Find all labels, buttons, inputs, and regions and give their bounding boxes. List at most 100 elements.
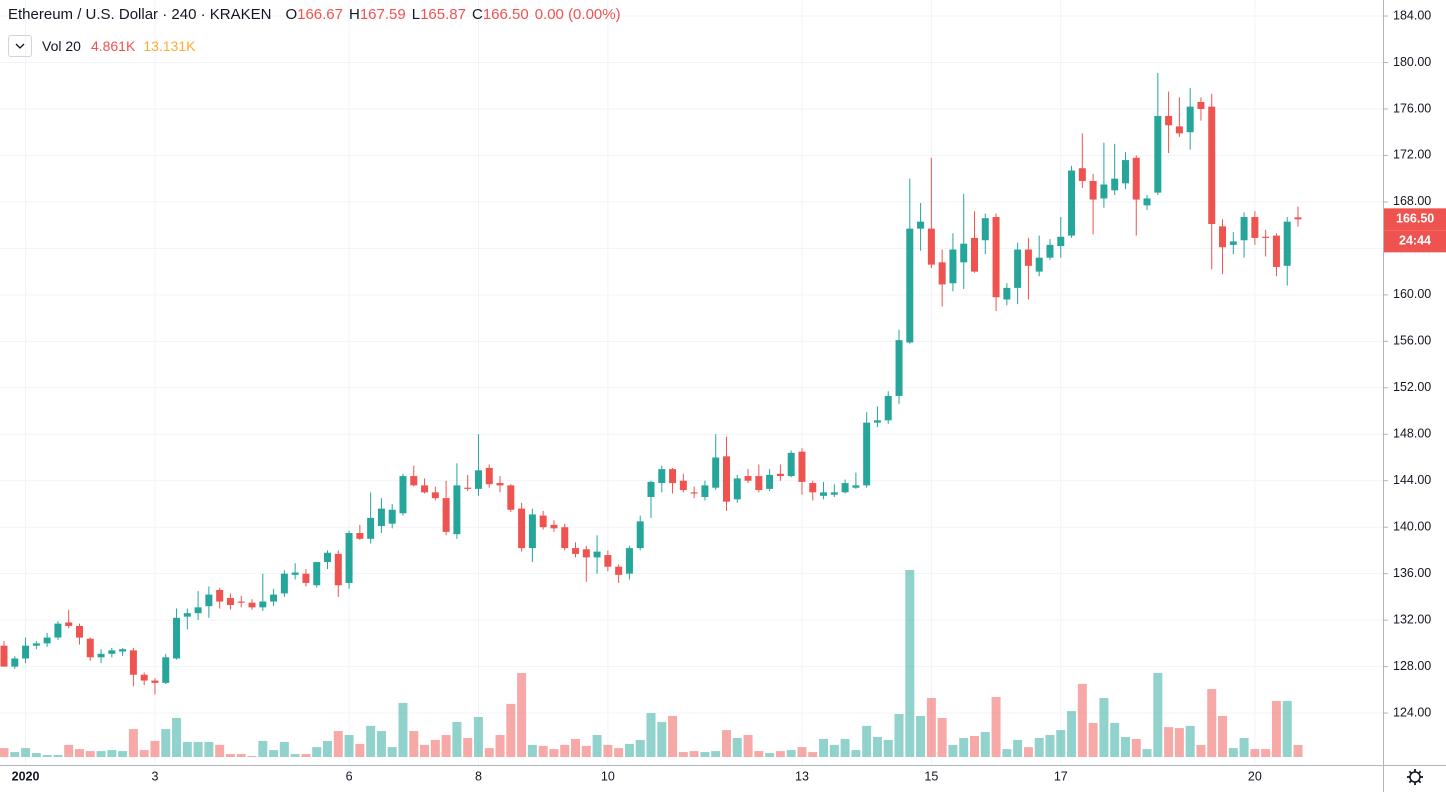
volume-bar [1088, 722, 1098, 757]
y-tick-label: 136.00 [1393, 566, 1431, 580]
volume-bar [484, 748, 494, 757]
volume-bar [1142, 749, 1152, 757]
y-tick-label: 168.00 [1393, 194, 1431, 208]
volume-bar [74, 749, 84, 757]
candle-body [248, 602, 256, 608]
candle-body [766, 474, 774, 489]
volume-bar [1034, 737, 1044, 757]
candle-body [302, 573, 310, 583]
candle-body [474, 470, 482, 489]
volume-bar [678, 752, 688, 757]
candle-body [884, 395, 892, 421]
candle-body [830, 492, 838, 495]
y-tick-label: 152.00 [1393, 380, 1431, 394]
candle-body [1014, 249, 1022, 288]
candle-body [1057, 236, 1065, 247]
ohlc-key: L [411, 6, 421, 23]
volume-bar [926, 697, 936, 757]
y-tick-label: 156.00 [1393, 334, 1431, 348]
countdown-tag [1384, 230, 1446, 253]
volume-bar [937, 717, 947, 757]
candle-body [1186, 106, 1194, 133]
ohlc-value: 166.50 [482, 6, 529, 23]
candle-body [561, 527, 569, 549]
volume-bar [1271, 700, 1281, 757]
volume-bar [1120, 736, 1130, 757]
volume-bar [560, 744, 570, 757]
y-tick-label: 184.00 [1393, 8, 1431, 22]
volume-bar [732, 737, 742, 757]
candle-body [313, 562, 321, 586]
candle-body [237, 601, 245, 603]
volume-bar [1045, 735, 1055, 757]
volume-bar [344, 735, 354, 757]
volume-bar [711, 751, 721, 757]
volume-bar [42, 755, 52, 757]
candle-body [1283, 221, 1291, 266]
volume-bar [1239, 737, 1249, 757]
volume-bar [10, 752, 20, 757]
ohlc-value: 167.59 [359, 6, 406, 23]
candle-body [539, 515, 547, 528]
candle-body [324, 552, 331, 563]
y-tick-label: 124.00 [1393, 705, 1431, 719]
candle-body [140, 674, 148, 681]
volume-bar [301, 754, 311, 757]
volume-bar [1013, 739, 1023, 757]
candle-body [356, 533, 364, 539]
volume-bar [624, 743, 634, 757]
volume-bar [21, 748, 31, 757]
change: 0.00 (0.00%) [534, 6, 621, 23]
volume-bar [1218, 715, 1228, 757]
volume-bar [1282, 700, 1292, 757]
candle-body [75, 625, 83, 638]
gear-tooth [1417, 770, 1422, 775]
candle-body [960, 243, 968, 263]
candle-body [992, 217, 1000, 298]
volume-bar [366, 725, 376, 757]
candle-body [216, 589, 224, 602]
candle-body [971, 237, 978, 272]
candle-body [1068, 170, 1076, 236]
x-tick-label: 13 [795, 769, 809, 783]
settings-button[interactable] [1407, 769, 1423, 785]
candle-body [820, 492, 828, 496]
candle-body [108, 650, 116, 654]
volume-bar [668, 715, 678, 757]
candle-body [205, 594, 213, 607]
gear-ring [1409, 771, 1421, 783]
collapse-button[interactable] [8, 35, 32, 57]
volume-bar [204, 741, 214, 757]
volume-ma: 13.131K [143, 38, 196, 54]
volume-bar [883, 739, 893, 757]
volume-bar [463, 737, 473, 757]
candle-body [270, 594, 278, 602]
y-tick-label: 140.00 [1393, 519, 1431, 533]
candle-body [873, 420, 881, 423]
candle-body [744, 476, 752, 481]
volume-bar [948, 744, 958, 757]
volume-bar [128, 729, 138, 757]
volume-bar [517, 673, 527, 757]
volume-bar [765, 753, 775, 757]
candle-body [162, 657, 170, 683]
candle-body [669, 469, 677, 484]
candle-body [636, 521, 644, 549]
volume-bar [225, 754, 235, 757]
candle-body [518, 508, 526, 549]
volume-bar [959, 737, 969, 757]
volume-bar [1196, 744, 1206, 757]
volume-bar [786, 750, 796, 757]
candle-body [399, 476, 407, 514]
volume-bar [592, 735, 602, 757]
volume-bar [549, 749, 559, 757]
y-tick-label: 176.00 [1393, 101, 1431, 115]
candle-body [917, 221, 925, 229]
volume-bar [797, 747, 807, 757]
volume-bar [840, 738, 850, 757]
candle-body [776, 473, 784, 477]
candle-body [97, 653, 105, 658]
candle-body [377, 508, 385, 527]
x-tick-label: 8 [475, 769, 482, 783]
